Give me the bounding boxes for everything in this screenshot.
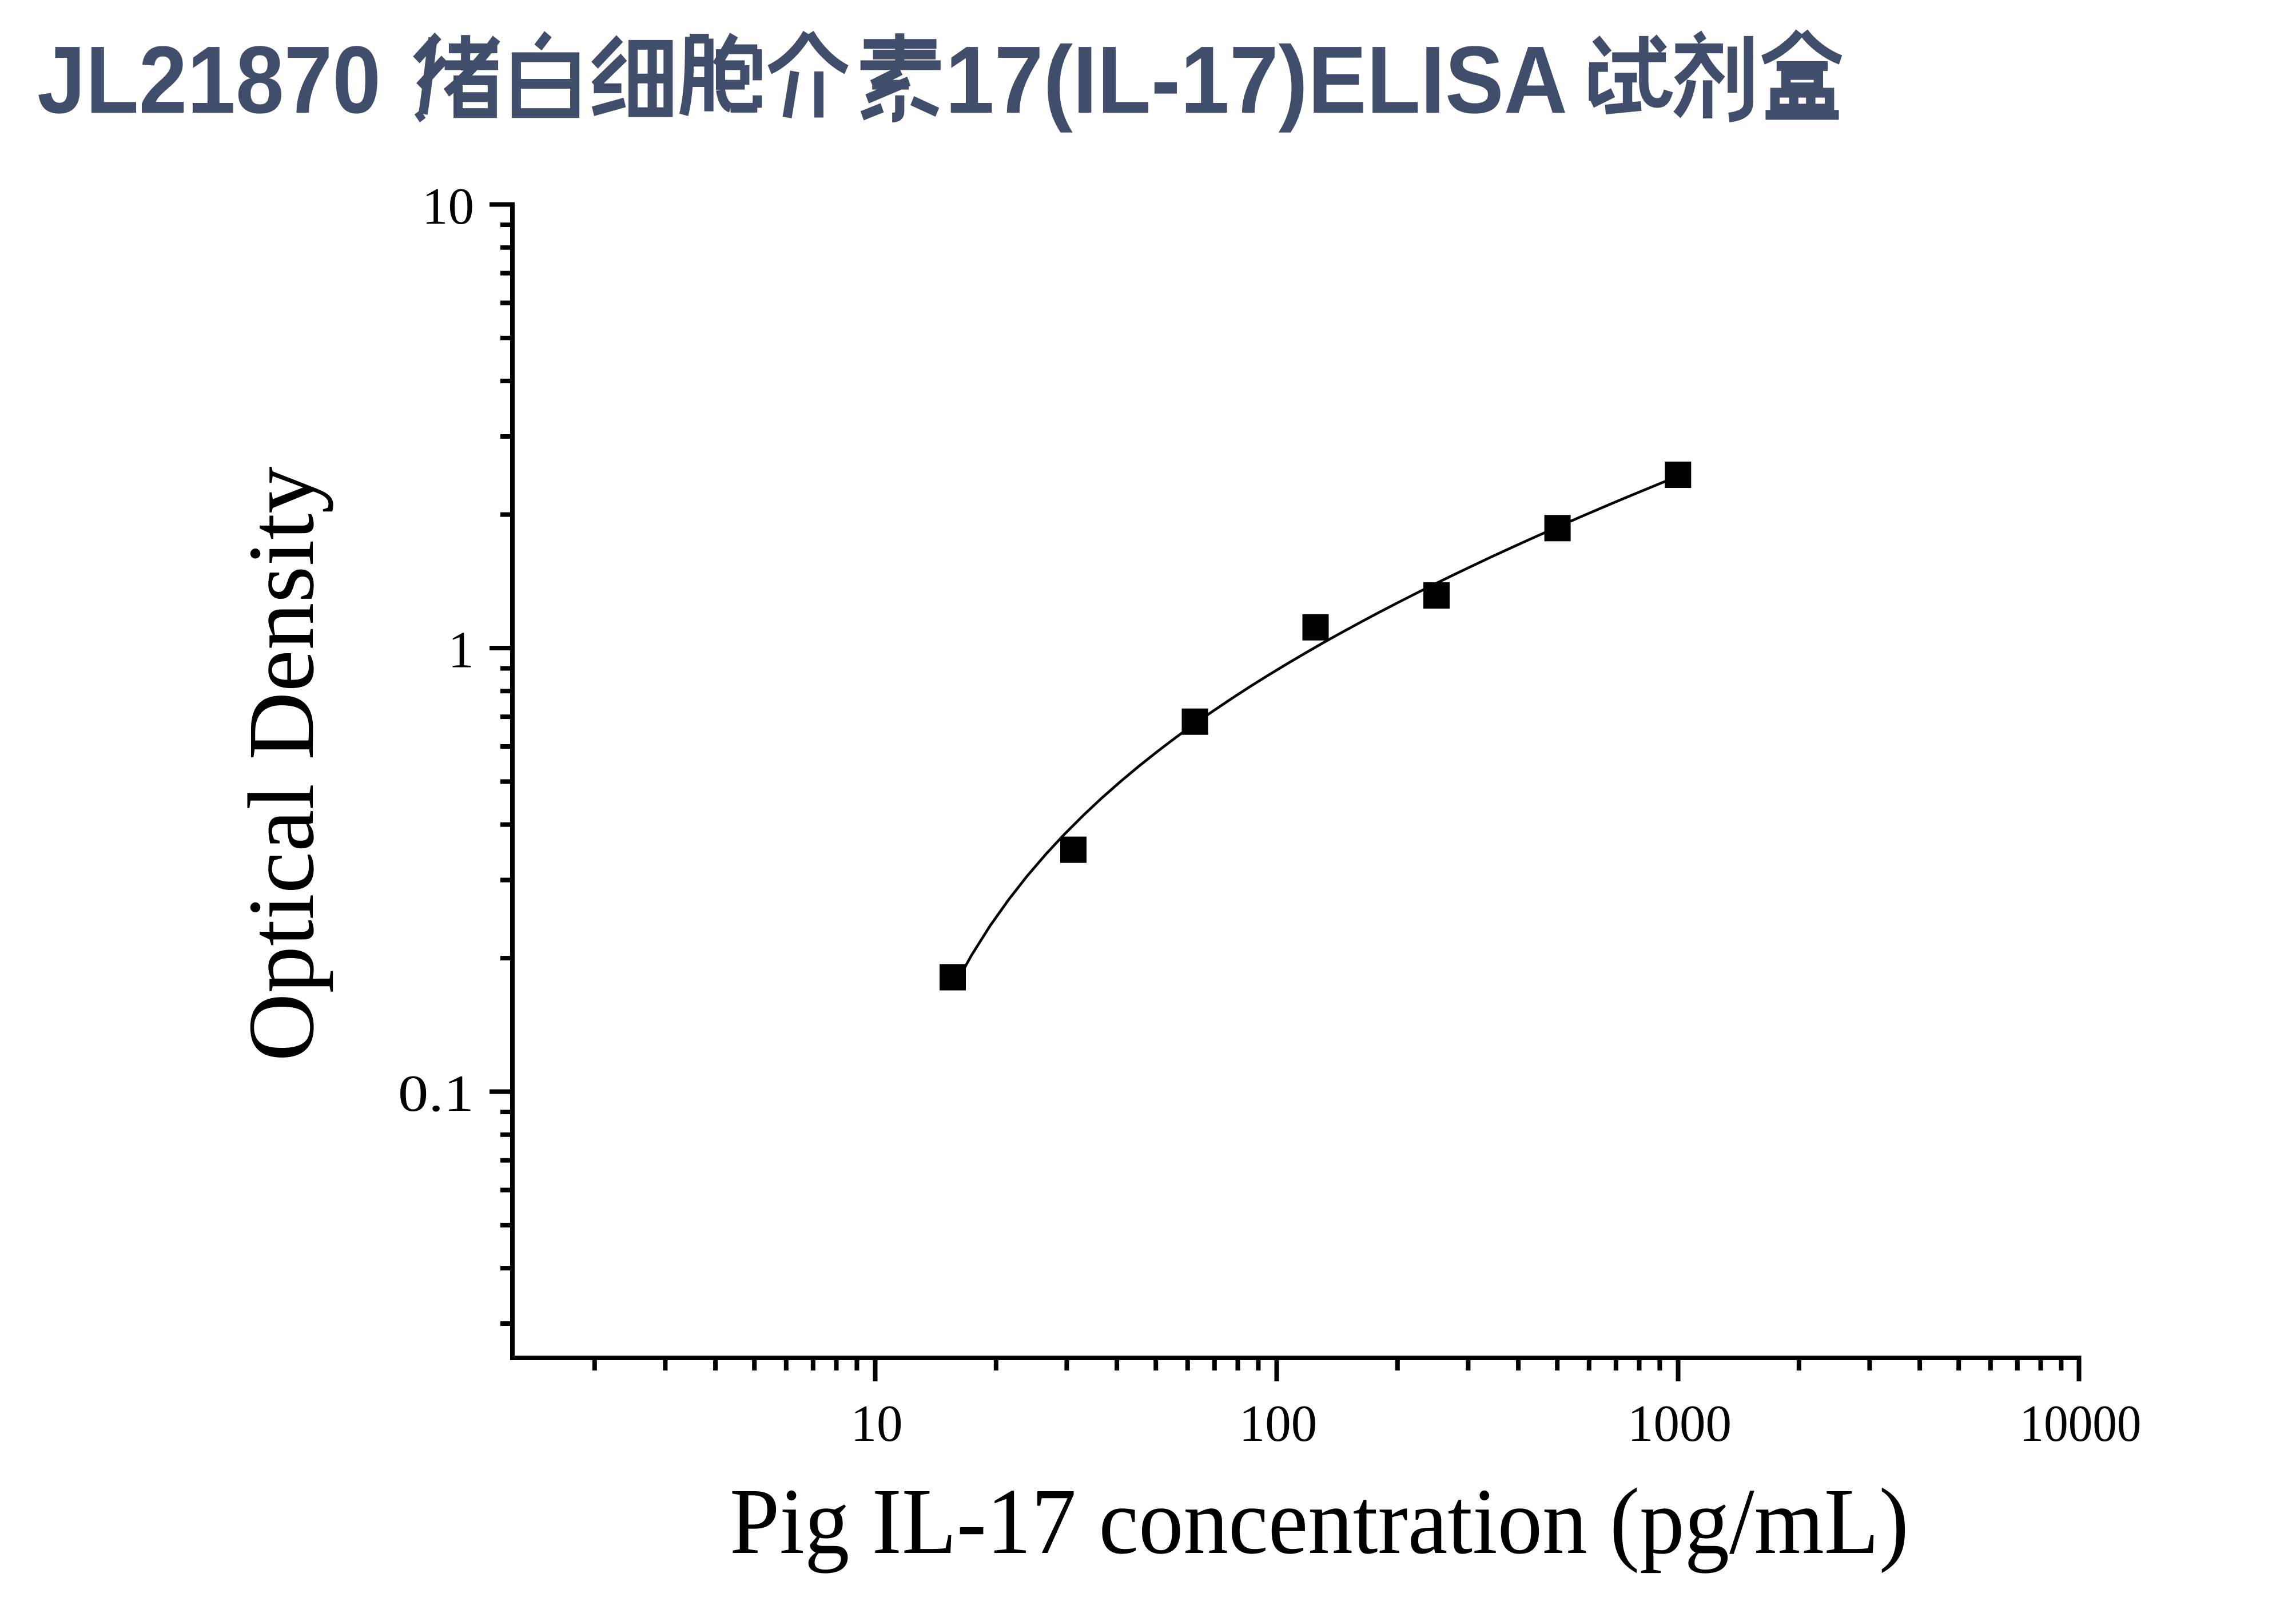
svg-text:10: 10 [422,177,474,235]
svg-text:1: 1 [448,621,475,678]
svg-text:Pig IL-17 concentration (pg/mL: Pig IL-17 concentration (pg/mL) [730,1469,1909,1574]
svg-text:JL21870: JL21870 [37,27,381,133]
svg-text:1000: 1000 [1628,1395,1732,1452]
svg-text:10000: 10000 [2020,1395,2142,1452]
svg-text:17(IL-17)ELISA: 17(IL-17)ELISA [945,27,1567,133]
svg-text:Optical Density: Optical Density [229,466,333,1061]
svg-text:10: 10 [851,1395,903,1452]
svg-text:0.1: 0.1 [398,1064,474,1122]
svg-text:100: 100 [1239,1395,1318,1452]
